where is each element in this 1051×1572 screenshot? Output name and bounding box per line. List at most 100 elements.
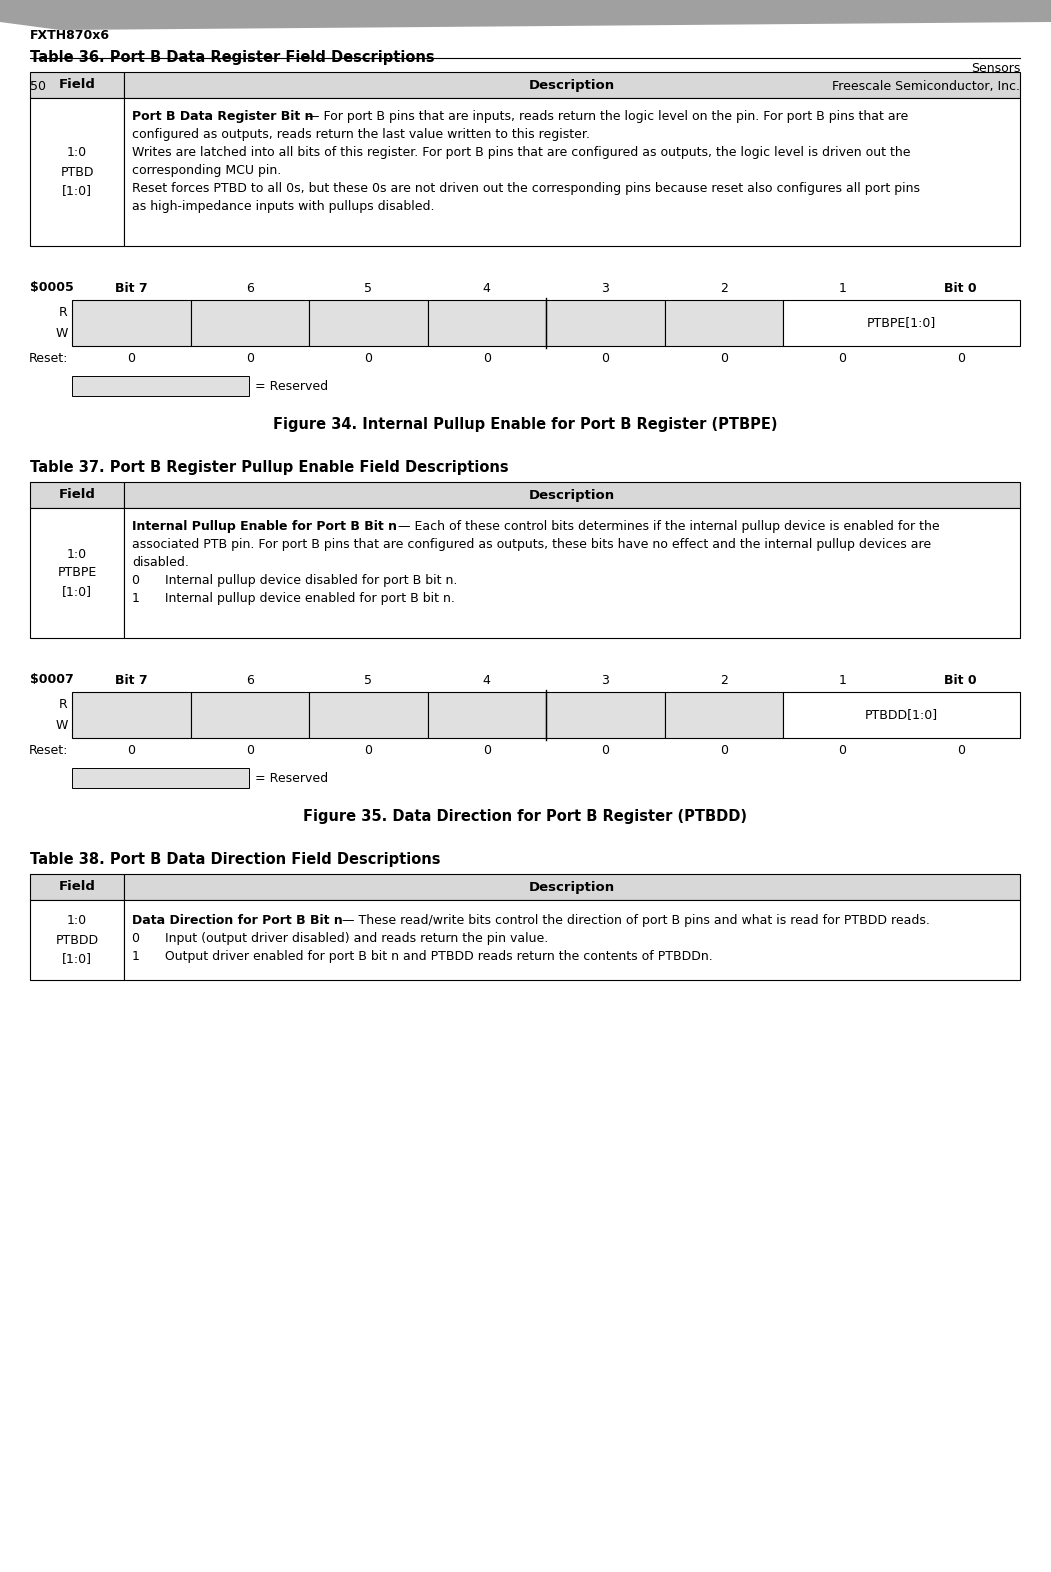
Bar: [30, 483, 124, 508]
Text: $0005: $0005: [30, 281, 74, 294]
Text: 0: 0: [839, 744, 846, 756]
Text: 1  Internal pullup device enabled for port B bit n.: 1 Internal pullup device enabled for por…: [132, 593, 455, 605]
Text: Description: Description: [529, 880, 615, 893]
Text: Freescale Semiconductor, Inc.: Freescale Semiconductor, Inc.: [832, 80, 1021, 93]
Text: Data Direction for Port B Bit n: Data Direction for Port B Bit n: [132, 913, 343, 927]
Text: FXTH870x6: FXTH870x6: [30, 28, 110, 42]
Text: 3: 3: [601, 673, 610, 687]
Bar: [428, 692, 547, 737]
Text: 0: 0: [720, 352, 727, 365]
Text: 1:0
PTBPE
[1:0]: 1:0 PTBPE [1:0]: [58, 547, 97, 599]
Text: Field: Field: [59, 489, 96, 501]
Text: R: R: [59, 698, 68, 712]
Bar: [547, 300, 664, 346]
Bar: [30, 874, 124, 901]
Text: Field: Field: [59, 880, 96, 893]
Bar: [124, 874, 1021, 901]
Bar: [73, 376, 249, 396]
Polygon shape: [0, 0, 1051, 30]
Text: 0: 0: [720, 744, 727, 756]
Text: 0: 0: [246, 744, 253, 756]
Text: W: W: [56, 718, 68, 731]
Text: PTBPE[1:0]: PTBPE[1:0]: [867, 316, 936, 330]
Text: Reset:: Reset:: [28, 744, 68, 756]
Bar: [30, 72, 124, 97]
Text: Reset:: Reset:: [28, 352, 68, 365]
Bar: [309, 692, 428, 737]
Text: Figure 35. Data Direction for Port B Register (PTBDD): Figure 35. Data Direction for Port B Reg…: [303, 808, 747, 824]
Text: Bit 0: Bit 0: [945, 673, 977, 687]
Text: 2: 2: [720, 281, 727, 294]
Text: — For port B pins that are inputs, reads return the logic level on the pin. For : — For port B pins that are inputs, reads…: [307, 110, 908, 123]
Text: R: R: [59, 307, 68, 319]
Text: Reset forces PTBD to all 0s, but these 0s are not driven out the corresponding p: Reset forces PTBD to all 0s, but these 0…: [132, 182, 920, 195]
Bar: [783, 300, 1021, 346]
Bar: [124, 508, 1021, 638]
Text: 4: 4: [482, 673, 491, 687]
Text: Table 38. Port B Data Direction Field Descriptions: Table 38. Port B Data Direction Field De…: [30, 852, 440, 868]
Text: Bit 7: Bit 7: [115, 673, 147, 687]
Text: disabled.: disabled.: [132, 556, 189, 569]
Text: 6: 6: [246, 281, 253, 294]
Text: Description: Description: [529, 79, 615, 91]
Text: 0: 0: [956, 744, 965, 756]
Bar: [30, 97, 124, 245]
Text: 2: 2: [720, 673, 727, 687]
Bar: [73, 692, 190, 737]
Text: Table 36. Port B Data Register Field Descriptions: Table 36. Port B Data Register Field Des…: [30, 50, 435, 64]
Text: 1:0
PTBD
[1:0]: 1:0 PTBD [1:0]: [60, 146, 94, 198]
Text: Description: Description: [529, 489, 615, 501]
Bar: [73, 300, 190, 346]
Text: PTBDD[1:0]: PTBDD[1:0]: [865, 709, 939, 722]
Text: configured as outputs, reads return the last value written to this register.: configured as outputs, reads return the …: [132, 127, 590, 141]
Bar: [190, 692, 309, 737]
Text: associated PTB pin. For port B pins that are configured as outputs, these bits h: associated PTB pin. For port B pins that…: [132, 538, 931, 552]
Text: $0007: $0007: [30, 673, 74, 687]
Text: W: W: [56, 327, 68, 340]
Text: 1:0
PTBDD
[1:0]: 1:0 PTBDD [1:0]: [56, 915, 99, 965]
Text: Bit 7: Bit 7: [115, 281, 147, 294]
Bar: [309, 300, 428, 346]
Text: — Each of these control bits determines if the internal pullup device is enabled: — Each of these control bits determines …: [398, 520, 940, 533]
Text: Table 37. Port B Register Pullup Enable Field Descriptions: Table 37. Port B Register Pullup Enable …: [30, 461, 509, 475]
Text: 6: 6: [246, 673, 253, 687]
Bar: [428, 300, 547, 346]
Text: Field: Field: [59, 79, 96, 91]
Text: 4: 4: [482, 281, 491, 294]
Text: = Reserved: = Reserved: [255, 379, 328, 393]
Bar: [124, 483, 1021, 508]
Text: Writes are latched into all bits of this register. For port B pins that are conf: Writes are latched into all bits of this…: [132, 146, 910, 159]
Bar: [664, 692, 783, 737]
Text: 0: 0: [365, 744, 372, 756]
Text: Sensors: Sensors: [971, 61, 1021, 75]
Text: 0: 0: [365, 352, 372, 365]
Text: 50: 50: [30, 80, 46, 93]
Text: 0: 0: [482, 352, 491, 365]
Text: 0: 0: [127, 744, 136, 756]
Text: 0  Internal pullup device disabled for port B bit n.: 0 Internal pullup device disabled for po…: [132, 574, 457, 586]
Text: 3: 3: [601, 281, 610, 294]
Text: 5: 5: [365, 673, 372, 687]
Bar: [664, 300, 783, 346]
Bar: [547, 692, 664, 737]
Text: Bit 0: Bit 0: [945, 281, 977, 294]
Bar: [30, 508, 124, 638]
Text: as high-impedance inputs with pullups disabled.: as high-impedance inputs with pullups di…: [132, 200, 434, 212]
Text: 1  Output driver enabled for port B bit n and PTBDD reads return the contents of: 1 Output driver enabled for port B bit n…: [132, 949, 713, 964]
Text: — These read/write bits control the direction of port B pins and what is read fo: — These read/write bits control the dire…: [342, 913, 930, 927]
Bar: [124, 72, 1021, 97]
Text: 0: 0: [246, 352, 253, 365]
Bar: [30, 901, 124, 979]
Text: 0: 0: [601, 352, 610, 365]
Text: 5: 5: [365, 281, 372, 294]
Bar: [783, 692, 1021, 737]
Text: 0: 0: [839, 352, 846, 365]
Text: 0: 0: [601, 744, 610, 756]
Text: 0: 0: [956, 352, 965, 365]
Text: 1: 1: [839, 673, 846, 687]
Text: 0: 0: [482, 744, 491, 756]
Bar: [73, 769, 249, 788]
Text: corresponding MCU pin.: corresponding MCU pin.: [132, 163, 282, 178]
Text: 0  Input (output driver disabled) and reads return the pin value.: 0 Input (output driver disabled) and rea…: [132, 932, 549, 945]
Text: Port B Data Register Bit n: Port B Data Register Bit n: [132, 110, 313, 123]
